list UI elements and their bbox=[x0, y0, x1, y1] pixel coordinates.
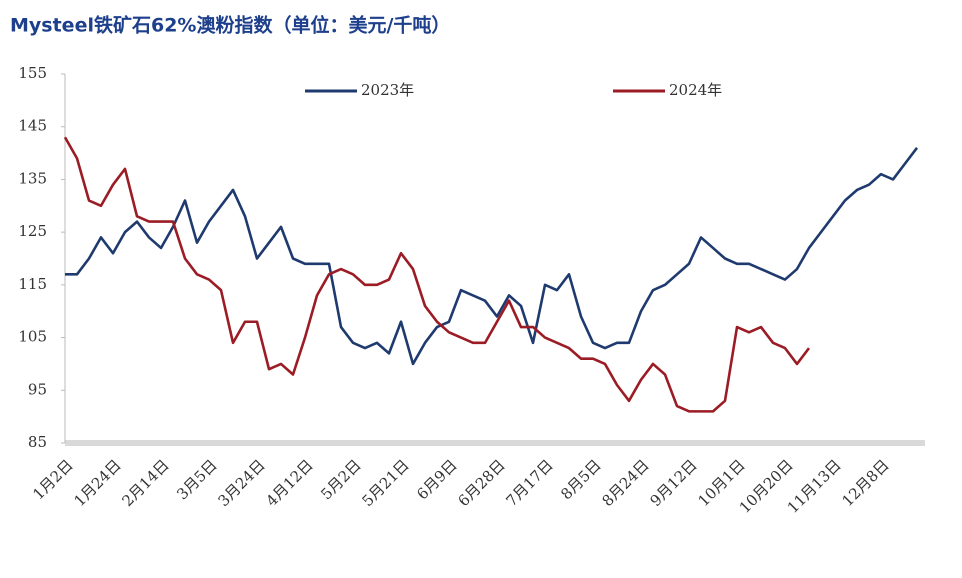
x-tick-label: 1月2日 bbox=[29, 456, 76, 503]
legend-label: 2024年 bbox=[669, 81, 722, 99]
x-axis-band bbox=[65, 440, 925, 446]
x-tick-label: 3月5日 bbox=[173, 456, 220, 503]
y-tick-label: 105 bbox=[18, 328, 47, 346]
x-tick-label: 12月8日 bbox=[838, 456, 892, 510]
x-tick-label: 8月24日 bbox=[598, 456, 652, 510]
x-tick-label: 1月24日 bbox=[70, 456, 124, 510]
x-tick-label: 3月24日 bbox=[214, 456, 268, 510]
x-tick-label: 8月5日 bbox=[557, 456, 604, 503]
y-tick-label: 95 bbox=[28, 380, 47, 398]
x-tick-label: 7月17日 bbox=[502, 456, 556, 510]
chart-title: Mysteel铁矿石62%澳粉指数（单位：美元/千吨） bbox=[10, 14, 450, 37]
x-tick-label: 6月28日 bbox=[454, 456, 508, 510]
y-tick-label: 145 bbox=[18, 117, 47, 135]
y-tick-label: 125 bbox=[18, 222, 47, 240]
y-tick-label: 155 bbox=[18, 64, 47, 82]
y-tick-label: 115 bbox=[18, 275, 47, 293]
y-tick-label: 135 bbox=[18, 169, 47, 187]
series-line bbox=[63, 136, 811, 413]
x-tick-label: 5月2日 bbox=[317, 456, 364, 503]
series-line bbox=[65, 147, 919, 366]
x-tick-label: 9月12日 bbox=[646, 456, 700, 510]
x-tick-label: 6月9日 bbox=[413, 456, 460, 503]
x-tick-label: 4月12日 bbox=[262, 456, 316, 510]
x-tick-label: 5月21日 bbox=[358, 456, 412, 510]
legend-label: 2023年 bbox=[361, 81, 414, 99]
x-tick-label: 2月14日 bbox=[118, 456, 172, 510]
y-tick-label: 85 bbox=[28, 433, 47, 451]
